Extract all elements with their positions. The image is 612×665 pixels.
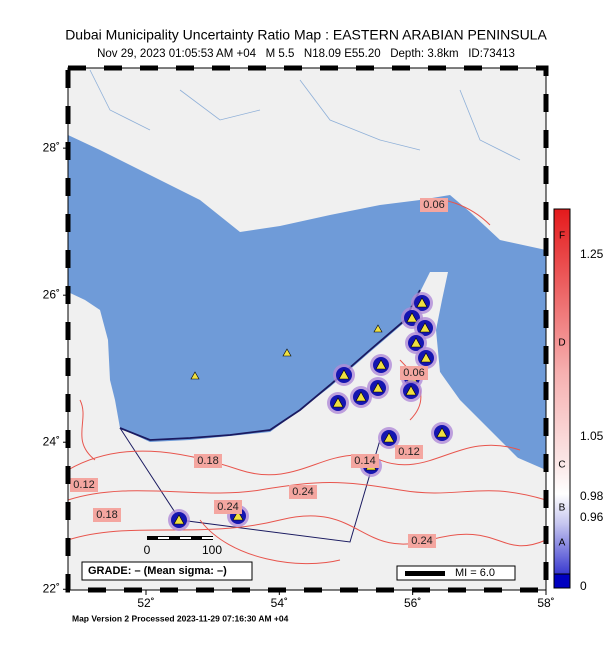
- contour-label: 0.18: [96, 509, 117, 521]
- contour-label: 0.24: [411, 535, 432, 547]
- contour-label: 0.12: [73, 479, 94, 491]
- grade-letter: A: [559, 538, 566, 549]
- colorbar-tick: 1.25: [580, 247, 604, 261]
- contour-label: 0.06: [423, 199, 444, 211]
- colorbar-tick: 0.96: [580, 510, 604, 524]
- x-tick-label: 56˚: [404, 596, 421, 610]
- colorbar-tick: 1.05: [580, 429, 604, 443]
- x-tick-label: 54˚: [271, 596, 288, 610]
- colorbar-tick: 0.98: [580, 489, 604, 503]
- map-area: 0.06 0.18 0.12 0.18 0.24 0.24 0.14 0.12 …: [65, 65, 549, 593]
- y-tick-label: 22˚: [43, 581, 60, 595]
- colorbar: 1.25 1.05 0.98 0.96 0 F D C B A: [553, 208, 604, 593]
- grade-letter: B: [559, 503, 566, 514]
- scale-label: 100: [202, 543, 222, 557]
- grade-letter: D: [558, 338, 565, 349]
- grade-letter: F: [559, 231, 565, 242]
- colorbar-tick: 0: [580, 579, 587, 593]
- map-subtitle: Nov 29, 2023 01:05:53 AM +04 M 5.5 N18.0…: [97, 48, 515, 60]
- persian-gulf: [68, 135, 546, 470]
- grade-note: GRADE: – (Mean sigma: –): [88, 565, 227, 577]
- contour-label: 0.12: [398, 446, 419, 458]
- footer: Map Version 2 Processed 2023-11-29 07:16…: [72, 613, 289, 623]
- contour-label: 0.24: [292, 486, 313, 498]
- contour-label: 0.06: [403, 367, 424, 379]
- map-title: Dubai Municipality Uncertainty Ratio Map…: [65, 27, 547, 43]
- x-tick-label: 52˚: [137, 596, 154, 610]
- contour-label: 0.14: [354, 455, 375, 467]
- scale-label: 0: [144, 543, 151, 557]
- contour-label: 0.18: [197, 455, 218, 467]
- x-tick-label: 58˚: [537, 596, 554, 610]
- contour-label: 0.24: [217, 501, 238, 513]
- y-tick-label: 28˚: [43, 140, 60, 154]
- y-tick-label: 24˚: [43, 434, 60, 448]
- grade-letter: C: [558, 460, 565, 471]
- y-tick-label: 26˚: [43, 287, 60, 301]
- mi-legend: MI = 6.0: [455, 567, 495, 579]
- contour-labels: 0.06 0.18 0.12 0.18 0.24 0.24 0.14 0.12 …: [70, 198, 448, 548]
- scale-bar: 0 100: [144, 536, 222, 557]
- stations: [167, 291, 454, 532]
